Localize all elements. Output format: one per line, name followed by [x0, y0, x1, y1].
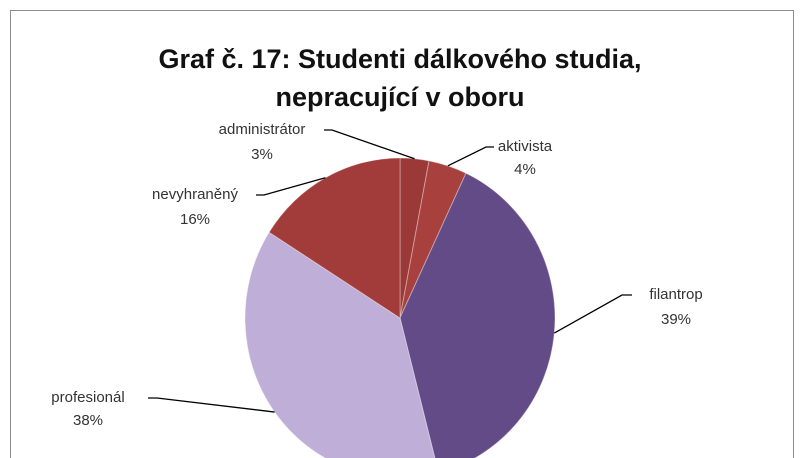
slice-label: administrátor [219, 121, 306, 138]
pie-slice [399, 172, 556, 458]
slice-value-label: 39% [661, 311, 691, 328]
slice-value-label: 4% [514, 161, 536, 178]
leader-line [553, 294, 632, 334]
slice-label: nevyhraněný [152, 186, 238, 203]
pie-slice [244, 231, 436, 458]
slice-label: filantrop [649, 286, 702, 303]
slice-value-label: 3% [251, 146, 273, 163]
pie [244, 157, 556, 458]
slice-value-label: 16% [180, 211, 210, 228]
chart-title: nepracující v oboru [275, 82, 524, 112]
leader-line [256, 177, 326, 196]
leader-line [148, 397, 275, 413]
slice-label: aktivista [498, 138, 553, 155]
leader-line [447, 146, 494, 167]
chart-title: Graf č. 17: Studenti dálkového studia, [158, 44, 641, 74]
slice-value-label: 38% [73, 412, 103, 429]
slice-label: profesionál [51, 389, 124, 406]
leader-line [324, 129, 415, 160]
